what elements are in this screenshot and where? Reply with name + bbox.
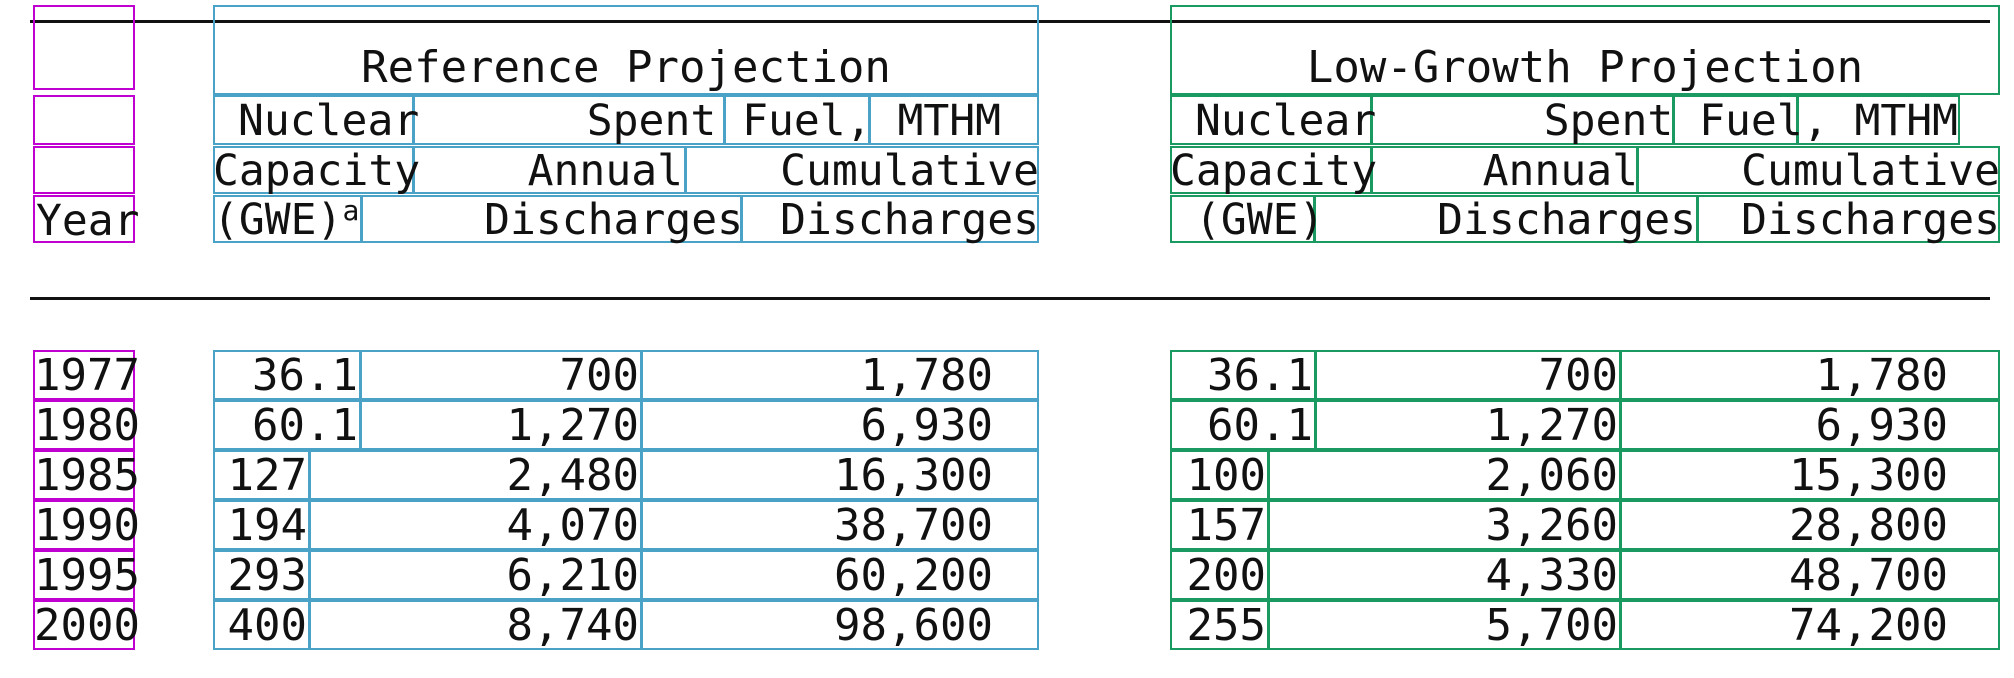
low-discharges-cum-box [1697, 195, 2000, 243]
year-cell-box [33, 350, 135, 400]
ref-mthm-box [869, 95, 1039, 145]
top-rule [30, 20, 1990, 23]
low-nuclear-label: Nuclear [1195, 96, 1377, 146]
ref-cumulative-value: 60,200 [834, 550, 993, 601]
ref-annual-value: 2,480 [506, 450, 639, 501]
ref-cum-discharges-label: Discharges [780, 195, 1039, 245]
ref-cumulative-value: 38,700 [834, 500, 993, 551]
year-header-box-4 [33, 195, 135, 243]
ref-cumulative-box [685, 146, 1039, 194]
year-cell: 1990 [34, 500, 140, 551]
low-cumulative-value: 74,200 [1789, 600, 1948, 651]
low-cum-cell-box [1620, 400, 2000, 450]
low-annual-discharges-label: Discharges [1437, 195, 1696, 245]
year-cell: 1985 [34, 450, 140, 501]
low-annual-value: 2,060 [1485, 450, 1618, 501]
reference-projection-title: Reference Projection [361, 42, 891, 93]
low-cumulative-value: 1,780 [1815, 350, 1948, 401]
low-annual-value: 5,700 [1485, 600, 1618, 651]
ref-cum-cell-box [641, 600, 1039, 650]
low-cum-cell-box [1620, 600, 2000, 650]
low-cum-discharges-label: Discharges [1741, 195, 2000, 245]
low-cumulative-value: 6,930 [1815, 400, 1948, 451]
year-cell-box [33, 600, 135, 650]
ref-capacity-value: 36.1 [252, 350, 358, 401]
ref-cumulative-value: 98,600 [834, 600, 993, 651]
low-annual-value: 1,270 [1485, 400, 1618, 451]
year-cell-box [33, 550, 135, 600]
ref-spent-fuel-label: Spent Fuel, MTHM [586, 96, 1001, 146]
year-cell: 2000 [34, 600, 140, 651]
low-cumulative-box [1637, 146, 2000, 194]
low-cum-cell-box [1620, 500, 2000, 550]
year-cell-box [33, 450, 135, 500]
ref-annual-value: 8,740 [506, 600, 639, 651]
low-annual-label: Annual [1482, 146, 1638, 196]
low-capacity-value: 60.1 [1207, 400, 1313, 451]
ref-capacity-value: 60.1 [252, 400, 358, 451]
low-capacity-value: 200 [1186, 550, 1266, 601]
ref-cumulative-label: Cumulative [780, 146, 1039, 196]
low-mthm-box [1797, 95, 1960, 145]
year-header-box-3 [33, 146, 135, 194]
low-capacity-value: 36.1 [1207, 350, 1313, 401]
ref-cumulative-value: 1,780 [860, 350, 993, 401]
low-capacity-value: 100 [1186, 450, 1266, 501]
year-header-box-2 [33, 95, 135, 145]
ref-nuclear-label: Nuclear [238, 96, 420, 146]
low-cum-cell-box [1620, 450, 2000, 500]
low-annual-value: 3,260 [1485, 500, 1618, 551]
year-cell: 1977 [34, 350, 140, 401]
year-cell: 1980 [34, 400, 140, 451]
low-annual-value: 4,330 [1485, 550, 1618, 601]
ref-capacity-value: 127 [227, 450, 307, 501]
reference-title-box [213, 5, 1039, 95]
ref-cum-cell-box [641, 400, 1039, 450]
ref-discharges-cum-box [741, 195, 1039, 243]
year-cell-box [33, 500, 135, 550]
header-rule [30, 297, 1990, 300]
ref-cum-cell-box [641, 550, 1039, 600]
lowgrowth-projection-title: Low-Growth Projection [1306, 42, 1864, 93]
low-capacity-value: 157 [1186, 500, 1266, 551]
ref-cum-cell-box [641, 450, 1039, 500]
low-cumulative-value: 28,800 [1789, 500, 1948, 551]
ref-cum-cell-box [641, 350, 1039, 400]
ref-annual-label: Annual [527, 146, 683, 196]
year-header-box-1 [33, 5, 135, 90]
ref-capacity-value: 194 [227, 500, 307, 551]
year-cell: 1995 [34, 550, 140, 601]
ref-annual-value: 1,270 [506, 400, 639, 451]
ref-capacity-value: 400 [227, 600, 307, 651]
low-cum-cell-box [1620, 350, 2000, 400]
ref-capacity-value: 293 [227, 550, 307, 601]
ref-cumulative-value: 16,300 [834, 450, 993, 501]
low-capacity-value: 255 [1186, 600, 1266, 651]
ref-annual-value: 700 [559, 350, 639, 401]
low-cum-cell-box [1620, 550, 2000, 600]
low-gwe-label: (GWE) [1195, 195, 1325, 245]
ref-gwe-label: (GWE)a [213, 194, 360, 245]
low-cumulative-value: 15,300 [1789, 450, 1948, 501]
ref-annual-value: 4,070 [506, 500, 639, 551]
low-spent-fuel-label: Spent Fuel, MTHM [1543, 96, 1958, 146]
low-cumulative-label: Cumulative [1741, 146, 2000, 196]
ref-cum-cell-box [641, 500, 1039, 550]
lowgrowth-title-box [1170, 5, 2000, 95]
ref-annual-value: 6,210 [506, 550, 639, 601]
year-header: Year [36, 196, 140, 246]
footnote-marker: a [342, 194, 360, 227]
ref-capacity-label: Capacity [213, 146, 421, 196]
low-capacity-label: Capacity [1170, 146, 1378, 196]
low-annual-value: 700 [1538, 350, 1618, 401]
low-cumulative-value: 48,700 [1789, 550, 1948, 601]
ref-cumulative-value: 6,930 [860, 400, 993, 451]
year-cell-box [33, 400, 135, 450]
ref-annual-discharges-label: Discharges [484, 195, 743, 245]
